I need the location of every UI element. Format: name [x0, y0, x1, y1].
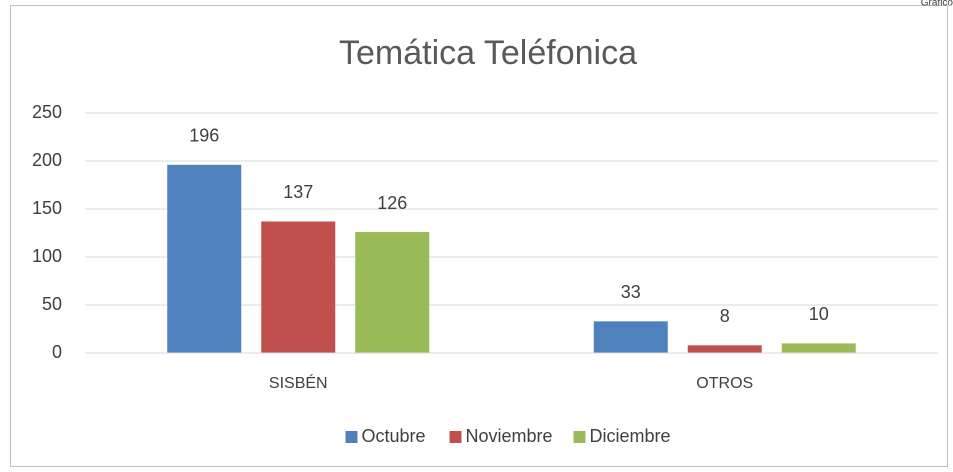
legend-label: Diciembre: [590, 426, 671, 446]
bar: [261, 221, 336, 353]
data-label: 126: [377, 193, 407, 213]
legend-swatch: [449, 431, 462, 443]
x-tick-label: SISBÉN: [269, 373, 328, 392]
y-tick-label: 250: [32, 102, 62, 122]
data-label: 8: [720, 306, 730, 326]
y-tick-label: 0: [52, 342, 62, 362]
data-label: 33: [621, 282, 641, 302]
legend-swatch: [345, 431, 358, 443]
x-tick-label: OTROS: [696, 375, 753, 392]
y-tick-label: 50: [42, 294, 62, 314]
bar: [167, 164, 242, 353]
data-label: 196: [189, 126, 219, 146]
chart-title: Temática Teléfonica: [339, 34, 637, 72]
sheet-label: Gráfico: [921, 0, 953, 9]
legend-label: Octubre: [362, 426, 426, 446]
y-tick-label: 100: [32, 246, 62, 266]
legend-label: Noviembre: [466, 426, 553, 446]
data-label: 10: [809, 304, 829, 324]
chart-frame: [10, 5, 948, 467]
data-label: 137: [283, 182, 313, 202]
y-tick-label: 150: [32, 198, 62, 218]
y-tick-label: 200: [32, 150, 62, 170]
bar: [781, 343, 856, 353]
legend-swatch: [573, 431, 586, 443]
bar: [687, 345, 762, 353]
bar: [593, 321, 668, 353]
bar: [355, 232, 430, 353]
